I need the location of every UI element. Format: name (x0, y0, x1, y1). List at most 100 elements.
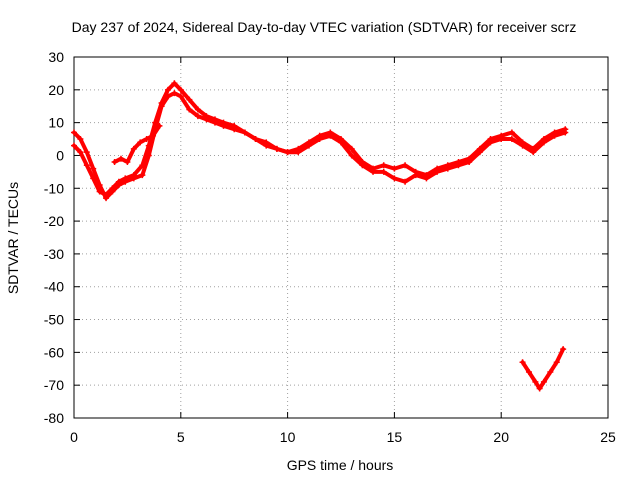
y-tick-label: -10 (44, 180, 64, 196)
data-point (220, 119, 227, 126)
data-point (530, 149, 537, 156)
x-tick-label: 15 (387, 429, 403, 445)
data-point (423, 175, 430, 182)
sdtvar-band-b (71, 80, 569, 198)
axis-ticks: 30 20 10 0 -10 -20 -30 -40 -50 -60 -70 -80 0 5 10 15 20 2… (44, 49, 616, 445)
plot-area-frame (73, 56, 609, 419)
data-point (130, 145, 137, 152)
data-point (158, 99, 165, 106)
y-tick-label: 20 (48, 82, 64, 98)
data-point (137, 139, 144, 146)
data-point (466, 159, 473, 166)
y-tick-label: 30 (48, 49, 64, 65)
data-point (152, 119, 159, 126)
data-point (156, 122, 163, 129)
data-point (560, 346, 567, 353)
y-tick-label: 10 (48, 115, 64, 131)
data-point (487, 139, 494, 146)
data-point (380, 168, 387, 175)
data-point (203, 113, 210, 120)
data-point (305, 142, 312, 149)
grid-lines (74, 57, 608, 418)
data-point (370, 168, 377, 175)
x-tick-label: 20 (493, 429, 509, 445)
data-point (359, 162, 366, 169)
data-point (434, 168, 441, 175)
data-point (252, 136, 259, 143)
data-point (444, 165, 451, 172)
data-point (455, 162, 462, 169)
data-point (348, 145, 355, 152)
data-point (90, 165, 97, 172)
data-series (71, 80, 569, 392)
sdtvar-gap-fragment (111, 122, 163, 166)
data-point (327, 132, 334, 139)
data-point (391, 175, 398, 182)
sdtvar-band-a (71, 90, 569, 202)
data-point (211, 116, 218, 123)
data-point (164, 86, 171, 93)
y-tick-label: -50 (44, 312, 64, 328)
x-tick-label: 25 (600, 429, 616, 445)
data-point (177, 86, 184, 93)
data-point (536, 385, 543, 392)
data-point (412, 172, 419, 179)
data-point (122, 175, 129, 182)
y-tick-label: -70 (44, 377, 64, 393)
data-point (508, 136, 515, 143)
y-tick-label: -20 (44, 213, 64, 229)
data-point (139, 172, 146, 179)
data-point (150, 132, 157, 139)
data-point (519, 142, 526, 149)
data-point (171, 90, 178, 97)
series-line (520, 347, 566, 391)
sdtvar-outlier-segment (519, 346, 567, 392)
data-point (284, 149, 291, 156)
data-point (71, 129, 77, 136)
y-axis-label: SDTVAR / TECUs (5, 182, 21, 294)
data-point (117, 155, 124, 162)
data-point (115, 178, 122, 185)
data-point (143, 136, 150, 143)
x-tick-label: 0 (70, 429, 78, 445)
data-point (139, 162, 146, 169)
data-point (348, 152, 355, 159)
data-point (194, 113, 201, 120)
data-point (103, 191, 110, 198)
data-point (77, 136, 84, 143)
data-point (295, 149, 302, 156)
data-point (83, 149, 90, 156)
data-point (540, 139, 547, 146)
y-tick-label: 0 (56, 147, 64, 163)
data-point (402, 162, 409, 169)
data-point (553, 359, 560, 366)
x-tick-label: 5 (177, 429, 185, 445)
data-point (519, 359, 526, 366)
data-point (194, 106, 201, 113)
data-point (476, 149, 483, 156)
y-tick-label: -60 (44, 344, 64, 360)
data-point (547, 369, 554, 376)
data-point (540, 378, 547, 385)
data-point (562, 129, 569, 136)
x-axis-label: GPS time / hours (287, 457, 394, 473)
data-point (402, 178, 409, 185)
data-point (391, 165, 398, 172)
data-point (124, 159, 131, 166)
data-point (263, 142, 270, 149)
data-point (551, 132, 558, 139)
data-point (83, 162, 90, 169)
data-point (273, 145, 280, 152)
data-point (186, 96, 193, 103)
data-point (109, 185, 116, 192)
data-point (177, 93, 184, 100)
data-point (231, 122, 238, 129)
y-tick-label: -80 (44, 410, 64, 426)
chart-title: Day 237 of 2024, Sidereal Day-to-day VTE… (72, 19, 577, 35)
data-point (186, 106, 193, 113)
x-tick-label: 10 (280, 429, 296, 445)
data-point (498, 136, 505, 143)
data-point (71, 142, 77, 149)
data-point (145, 142, 152, 149)
